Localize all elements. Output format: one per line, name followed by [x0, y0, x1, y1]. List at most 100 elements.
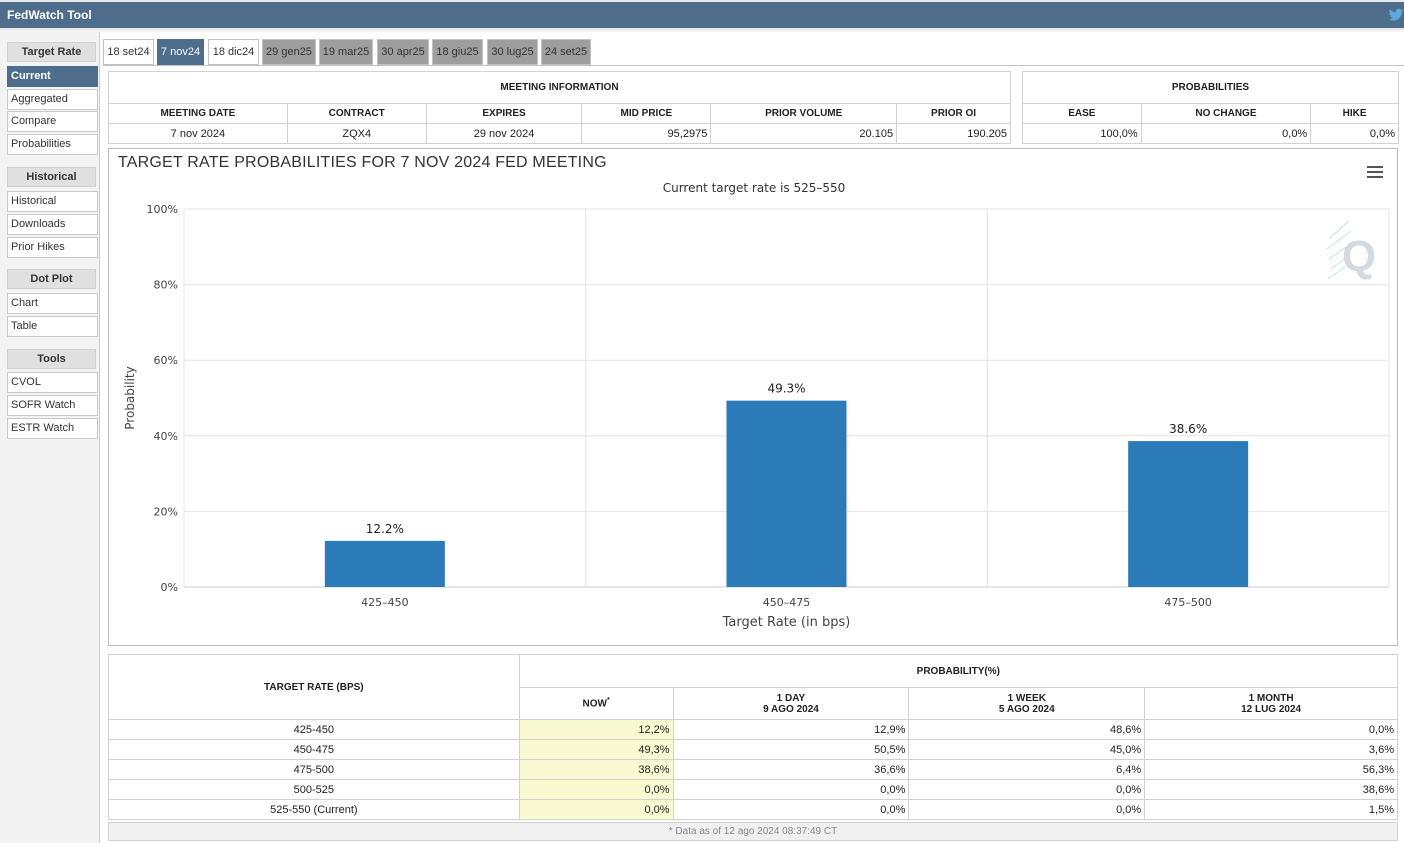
table-row: 425-450 12,2% 12,9% 48,6% 0,0% [108, 719, 1398, 740]
cell-ease: 100,0% [1022, 123, 1142, 144]
col-contract: CONTRACT [286, 103, 427, 124]
app-titlebar: FedWatch Tool [0, 0, 1404, 30]
probability-cell: 0,0% [518, 779, 674, 800]
x-tick-label: 425–450 [361, 596, 409, 609]
probability-cell: 0,0% [672, 799, 910, 820]
sidebar-item-prior-hikes[interactable]: Prior Hikes [7, 237, 98, 258]
col-ease: EASE [1022, 103, 1142, 124]
tab-30-apr25[interactable]: 30 apr25 [377, 39, 429, 65]
table-row: 500-525 0,0% 0,0% 0,0% 38,6% [108, 779, 1398, 800]
sidebar-item-probabilities[interactable]: Probabilities [7, 134, 98, 155]
chart-title: TARGET RATE PROBABILITIES FOR 7 NOV 2024… [118, 154, 607, 171]
sidebar-item-cvol[interactable]: CVOL [7, 372, 98, 393]
tab-24-set25[interactable]: 24 set25 [541, 39, 591, 65]
probability-cell: 45,0% [908, 739, 1146, 760]
sidebar-group-historical: Historical [7, 167, 96, 187]
sidebar-item-historical[interactable]: Historical [7, 191, 98, 212]
sidebar-item-sofr-watch[interactable]: SOFR Watch [7, 395, 98, 416]
probability-cell: 0,0% [518, 799, 674, 820]
cell-hike: 0,0% [1310, 123, 1399, 144]
cell-contract: ZQX4 [286, 123, 427, 144]
probability-cell: 0,0% [672, 779, 910, 800]
y-tick-label: 20% [154, 505, 178, 518]
col-hike: HIKE [1310, 103, 1399, 124]
y-axis-title: Probability [123, 366, 137, 429]
cell-no-change: 0,0% [1140, 123, 1312, 144]
bar [1128, 441, 1249, 587]
rate-cell: 500-525 [108, 779, 520, 800]
tab-29-gen25[interactable]: 29 gen25 [262, 39, 316, 65]
col-1-week: 1 WEEK 5 AGO 2024 [908, 687, 1146, 720]
bar [324, 540, 445, 587]
probability-cell: 50,5% [672, 739, 910, 760]
data-label: 49.3% [767, 382, 805, 396]
table-row: 450-475 49,3% 50,5% 45,0% 3,6% [108, 739, 1398, 760]
y-tick-label: 60% [154, 354, 178, 367]
sidebar: Target Rate Current Aggregated Compare P… [0, 32, 100, 843]
probability-cell: 3,6% [1144, 739, 1398, 760]
sidebar-item-estr-watch[interactable]: ESTR Watch [7, 418, 98, 439]
probability-table: TARGET RATE (BPS) PROBABILITY(%) NOW* 1 … [108, 654, 1399, 820]
table-row: 525-550 (Current) 0,0% 0,0% 0,0% 1,5% [108, 799, 1398, 820]
cell-prior-volume: 20.105 [710, 123, 898, 144]
col-1-day: 1 DAY 9 AGO 2024 [672, 687, 910, 720]
x-axis-title: Target Rate (in bps) [722, 615, 851, 630]
col-now: NOW* [518, 687, 674, 720]
cell-expires: 29 nov 2024 [425, 123, 583, 144]
col-target-rate: TARGET RATE (BPS) [108, 654, 520, 720]
sidebar-group-tools: Tools [7, 349, 96, 369]
chart-container: TARGET RATE PROBABILITIES FOR 7 NOV 2024… [108, 148, 1398, 646]
probability-cell: 56,3% [1144, 759, 1398, 780]
data-label: 12.2% [366, 522, 404, 536]
table-row: 475-500 38,6% 36,6% 6,4% 56,3% [108, 759, 1398, 780]
rate-cell: 450-475 [108, 739, 520, 760]
col-expires: EXPIRES [425, 103, 583, 124]
cell-mid-price: 95,2975 [581, 123, 712, 144]
data-label: 38.6% [1169, 422, 1207, 436]
col-mid-price: MID PRICE [581, 103, 712, 124]
tab-19-mar25[interactable]: 19 mar25 [319, 39, 373, 65]
sidebar-item-downloads[interactable]: Downloads [7, 214, 98, 235]
col-meeting-date: MEETING DATE [108, 103, 288, 124]
probabilities-header: PROBABILITIES [1022, 71, 1399, 104]
sidebar-item-chart[interactable]: Chart [7, 293, 98, 314]
x-tick-label: 475–500 [1164, 596, 1212, 609]
probability-cell: 0,0% [1144, 719, 1398, 740]
tab-7-nov24[interactable]: 7 nov24 [157, 39, 204, 65]
tab-divider [103, 65, 1404, 66]
y-tick-label: 100% [147, 203, 178, 216]
y-tick-label: 0% [161, 581, 178, 594]
tab-18-dic24[interactable]: 18 dic24 [208, 39, 259, 65]
cell-prior-oi: 190.205 [896, 123, 1011, 144]
sidebar-item-current[interactable]: Current [7, 66, 98, 87]
sidebar-item-table[interactable]: Table [7, 316, 98, 337]
sidebar-group-dot-plot: Dot Plot [7, 269, 96, 289]
probability-cell: 12,9% [672, 719, 910, 740]
probability-cell: 36,6% [672, 759, 910, 780]
tab-18-giu25[interactable]: 18 giu25 [432, 39, 483, 65]
bar [726, 400, 847, 587]
probability-cell: 49,3% [518, 739, 674, 760]
sidebar-item-aggregated[interactable]: Aggregated [7, 89, 98, 110]
hamburger-menu-icon[interactable] [1367, 166, 1383, 180]
rate-cell: 425-450 [108, 719, 520, 740]
main-content: 18 set24 7 nov24 18 dic24 29 gen25 19 ma… [100, 32, 1404, 843]
y-tick-label: 40% [154, 430, 178, 443]
col-prior-volume: PRIOR VOLUME [710, 103, 898, 124]
sidebar-item-compare[interactable]: Compare [7, 111, 98, 132]
sidebar-group-target-rate: Target Rate [7, 42, 96, 62]
col-prior-oi: PRIOR OI [896, 103, 1011, 124]
tab-30-lug25[interactable]: 30 lug25 [487, 39, 538, 65]
twitter-icon[interactable] [1388, 7, 1404, 23]
tab-18-set24[interactable]: 18 set24 [103, 39, 154, 65]
chart-subtitle: Current target rate is 525–550 [662, 181, 846, 195]
probability-cell: 0,0% [908, 779, 1146, 800]
data-timestamp-footnote: * Data as of 12 ago 2024 08:37:49 CT [108, 822, 1398, 841]
meeting-info-table: MEETING INFORMATION MEETING DATE CONTRAC… [108, 71, 1011, 144]
bar-chart: 0% 20% 40% 60% 80% 100% 12.2% 425–450 49.3% 450–4… [123, 203, 1390, 630]
probability-cell: 1,5% [1144, 799, 1398, 820]
col-no-change: NO CHANGE [1140, 103, 1312, 124]
svg-text:Q: Q [1342, 232, 1376, 281]
rate-cell: 475-500 [108, 759, 520, 780]
rate-cell: 525-550 (Current) [108, 799, 520, 820]
